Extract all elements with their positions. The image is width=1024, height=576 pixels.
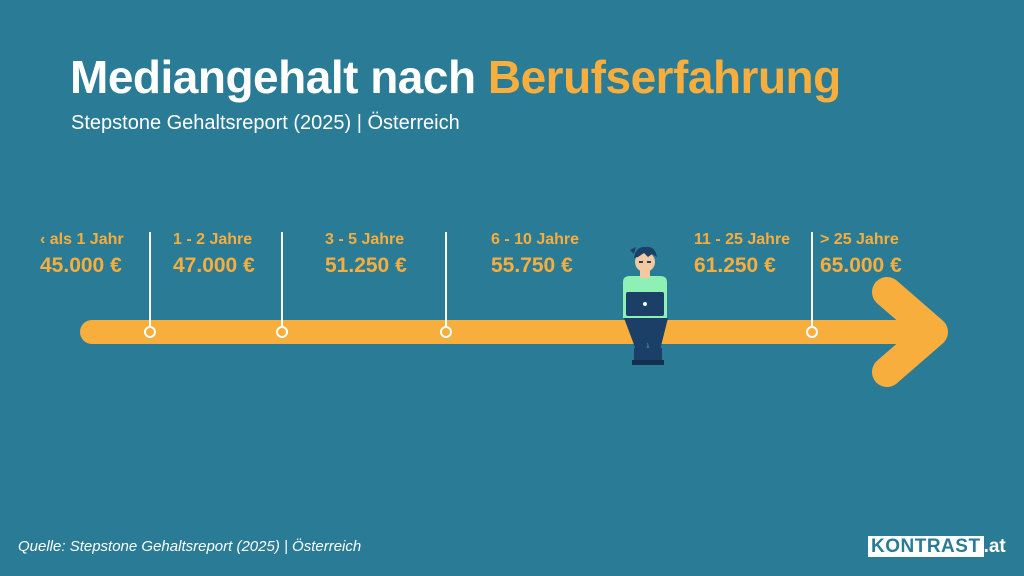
- person-with-laptop-illustration: [623, 246, 668, 365]
- milestone-salary: 45.000 €: [40, 254, 122, 277]
- milestone-dot: [806, 326, 818, 338]
- milestone-dot: [440, 326, 452, 338]
- subtitle: Stepstone Gehaltsreport (2025) | Österre…: [71, 112, 460, 134]
- milestone-salary: 55.750 €: [491, 254, 573, 277]
- milestone-salary: 51.250 €: [325, 254, 407, 277]
- logo-box-text: KONTRAST: [868, 536, 984, 557]
- milestone-label: 6 - 10 Jahre: [491, 231, 580, 248]
- milestone-dot: [276, 326, 288, 338]
- milestone-label: 1 - 2 Jahre: [173, 231, 253, 248]
- milestone-dot: [144, 326, 156, 338]
- milestone-salary: 61.250 €: [694, 254, 776, 277]
- logo-suffix: .at: [983, 536, 1006, 557]
- milestone-label: ‹ als 1 Jahr: [40, 231, 124, 248]
- page-title: Mediangehalt nach Berufserfahrung: [70, 50, 841, 104]
- kontrast-logo: KONTRAST .at: [868, 536, 1006, 558]
- milestone-label: 11 - 25 Jahre: [694, 231, 791, 248]
- milestone-label: 3 - 5 Jahre: [325, 231, 405, 248]
- timeline-arrow-head: [872, 277, 948, 387]
- milestone-salary: 47.000 €: [173, 254, 255, 277]
- title-main: Mediangehalt nach: [70, 51, 476, 103]
- milestone-salary: 65.000 €: [820, 254, 902, 277]
- milestone-label: > 25 Jahre: [820, 231, 899, 248]
- source-note: Quelle: Stepstone Gehaltsreport (2025) |…: [18, 538, 362, 555]
- title-accent: Berufserfahrung: [487, 51, 841, 103]
